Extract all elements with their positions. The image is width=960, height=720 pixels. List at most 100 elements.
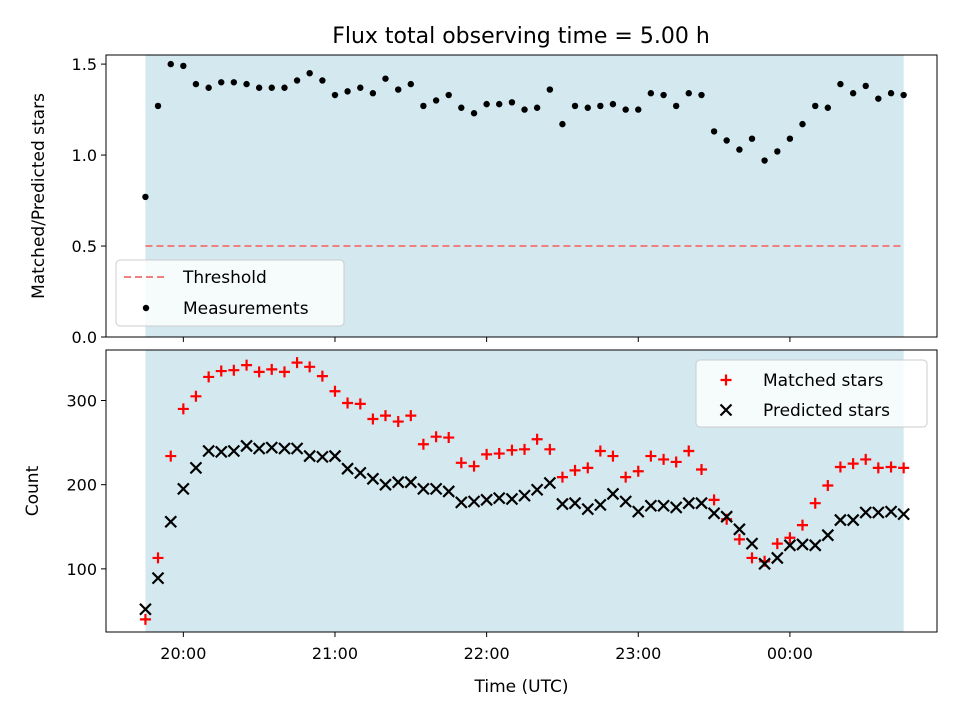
measurement-point (774, 148, 781, 155)
measurement-point (609, 100, 617, 108)
measurement-point (622, 106, 629, 113)
measurement-point (407, 80, 415, 88)
predicted-star-point (303, 449, 316, 463)
matched-star-point (796, 519, 808, 531)
measurement-point (736, 146, 743, 153)
matched-star-point (392, 416, 404, 428)
measurement-point (458, 104, 465, 111)
matched-star-point (228, 364, 240, 376)
y-tick-label: 1.0 (72, 146, 97, 165)
matched-star-point (771, 538, 783, 550)
predicted-star-point (682, 496, 696, 510)
measurement-point (306, 69, 313, 77)
predicted-star-point (530, 483, 544, 497)
predicted-star-point (669, 501, 683, 514)
predicted-star-point (720, 510, 733, 523)
predicted-star-point (164, 515, 178, 529)
measurement-point (205, 84, 212, 91)
measurement-point (748, 135, 756, 142)
measurement-point (571, 102, 579, 110)
measurement-point (723, 137, 730, 144)
measurement-point (597, 102, 604, 110)
predicted-star-point (505, 492, 519, 506)
predicted-star-point (177, 482, 190, 496)
matched-star-point (746, 552, 758, 564)
matched-star-point (379, 410, 391, 422)
predicted-star-point (568, 496, 582, 510)
x-tick-label: 23:00 (615, 644, 661, 663)
measurement-point (432, 97, 440, 104)
measurement-point (255, 84, 263, 91)
predicted-star-point (455, 496, 468, 509)
top-axes-frame (105, 54, 938, 338)
matched-star-point (733, 533, 745, 545)
bottom-axes-frame (105, 349, 938, 633)
matched-star-point (139, 613, 151, 625)
measurement-point (862, 82, 869, 90)
matched-star-point (822, 480, 834, 492)
measurement-point (142, 193, 149, 201)
measurement-point (319, 77, 326, 84)
legend-threshold-label: Threshold (182, 268, 267, 288)
predicted-star-point (442, 485, 455, 498)
bottom-panel: 100 200 300 20:00 21:00 22:00 23:00 00:00 Time (… (23, 349, 938, 697)
measurement-point (660, 91, 667, 99)
matched-star-point (544, 443, 556, 455)
measurement-point (243, 80, 250, 88)
predicted-star-point (214, 445, 228, 459)
measurement-point (483, 100, 490, 108)
legend-box (695, 359, 928, 428)
matched-star-point (190, 390, 202, 402)
predicted-star-point (733, 523, 746, 536)
x-axis-label: Time (UTC) (474, 677, 569, 697)
predicted-star-point (467, 495, 481, 508)
predicted-star-point (328, 449, 342, 463)
legend-matched-swatch (720, 374, 732, 386)
predicted-star-point (391, 475, 405, 489)
matched-star-point (695, 464, 707, 476)
predicted-star-point (606, 487, 620, 501)
measurement-point (218, 79, 225, 86)
predicted-star-point (581, 502, 595, 516)
predicted-star-point (543, 476, 557, 490)
x-tick-label: 22:00 (464, 644, 510, 663)
measurement-point (533, 104, 541, 111)
predicted-star-point (252, 442, 266, 455)
measurement-point (685, 90, 692, 97)
chart-title: Flux total observing time = 5.00 h (332, 24, 710, 49)
predicted-star-point (290, 442, 304, 455)
measurement-point (786, 135, 794, 142)
legend-bottom: Matched stars Predicted stars (695, 359, 928, 428)
y-tick-label: 200 (66, 476, 97, 495)
measurement-point (445, 91, 452, 99)
predicted-star-point (354, 466, 367, 480)
predicted-star-point (859, 506, 873, 519)
legend-box (115, 259, 345, 327)
measurement-point (799, 120, 806, 128)
matched-star-point (215, 365, 227, 377)
predicted-star-point (492, 491, 506, 505)
predicted-star-point (316, 450, 329, 464)
measurement-point (521, 106, 528, 113)
predicted-star-point (417, 482, 430, 496)
matched-star-point (658, 453, 670, 465)
measurement-point (331, 91, 339, 99)
matched-star-point (177, 403, 189, 415)
measurement-point (268, 84, 275, 91)
predicted-star-point (227, 444, 241, 458)
predicted-star-point (518, 489, 531, 502)
measurement-point (470, 110, 478, 117)
matched-star-point (569, 464, 581, 476)
measurement-point (875, 95, 882, 102)
y-tick-label: 0.0 (72, 328, 97, 347)
matched-star-point (519, 443, 531, 455)
matched-star-point (367, 413, 379, 425)
matched-star-point (304, 361, 316, 373)
y-tick-label: 0.5 (72, 237, 97, 256)
legend-measurements-swatch (142, 304, 150, 312)
predicted-star-point (240, 439, 253, 453)
measurement-point (584, 104, 591, 111)
matched-star-point (455, 457, 467, 469)
matched-star-point (670, 456, 682, 468)
